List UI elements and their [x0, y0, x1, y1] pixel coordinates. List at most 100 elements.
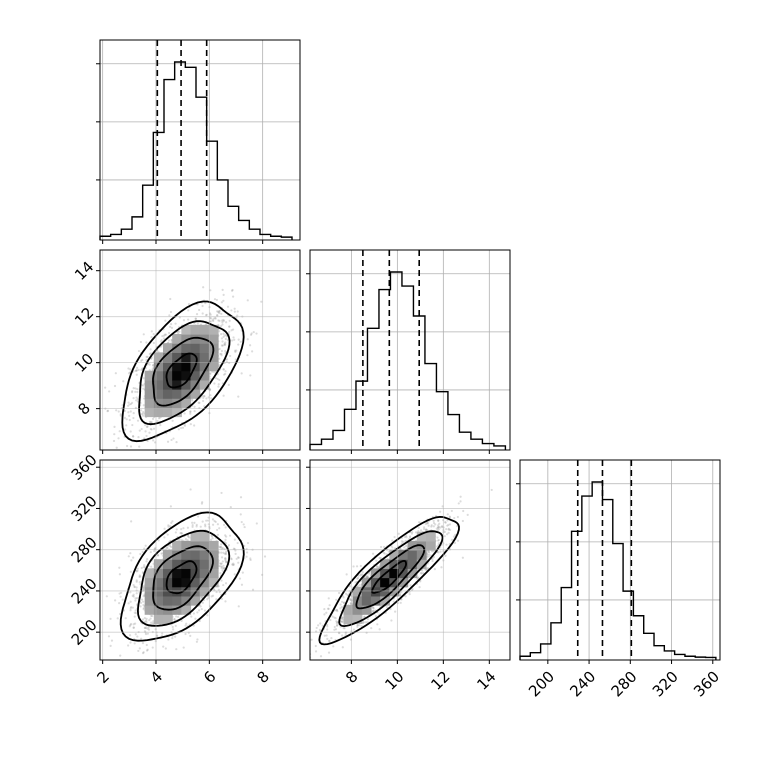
sample-point: [417, 577, 420, 580]
sample-point: [216, 310, 219, 313]
sample-point: [193, 521, 196, 524]
sample-point: [344, 633, 347, 637]
sample-point: [196, 303, 199, 306]
sample-point: [224, 600, 227, 603]
sample-point: [224, 553, 227, 556]
sample-point: [136, 419, 140, 422]
sample-point: [323, 608, 326, 611]
y-tick-label-2-2: 280: [68, 533, 101, 566]
sample-point: [437, 542, 440, 545]
sample-point: [135, 570, 138, 573]
sample-point: [433, 568, 436, 571]
sample-point: [341, 616, 344, 619]
sample-point: [377, 566, 380, 569]
density-cell: [144, 577, 155, 588]
sample-point: [234, 552, 237, 555]
histogram-step-line: [519, 481, 717, 660]
sample-point: [144, 430, 147, 433]
y-tick-label-2-3: 320: [68, 492, 101, 525]
sample-point: [425, 528, 428, 531]
sample-point: [152, 332, 155, 336]
sample-point: [150, 330, 153, 333]
sample-point: [170, 326, 174, 329]
sample-point: [211, 319, 214, 322]
sample-point: [224, 552, 227, 555]
sample-point: [139, 552, 142, 556]
panel-frame: [309, 459, 511, 661]
sample-point: [133, 611, 136, 614]
sample-point: [220, 562, 223, 565]
density-cell: [380, 586, 390, 597]
sample-point: [223, 342, 226, 345]
sample-point: [166, 440, 170, 443]
sample-point: [219, 545, 223, 548]
sample-point: [164, 333, 168, 336]
sample-point: [231, 563, 234, 566]
sample-point: [138, 581, 141, 584]
sample-point: [444, 521, 447, 524]
sample-point: [142, 414, 145, 417]
sample-point: [327, 607, 330, 610]
sample-point: [340, 600, 344, 603]
sample-point: [432, 519, 435, 522]
density-cell: [153, 595, 164, 606]
sample-point: [222, 318, 225, 322]
sample-point: [341, 620, 344, 623]
density-cell: [163, 595, 173, 606]
sample-point: [199, 525, 202, 528]
sample-point: [185, 622, 188, 625]
density-cell: [144, 370, 155, 381]
sample-point: [135, 396, 138, 399]
sample-point: [141, 412, 145, 415]
sample-point: [151, 614, 154, 618]
sample-point: [336, 610, 339, 613]
sample-point: [416, 577, 419, 580]
density-cell: [208, 540, 219, 551]
sample-point: [251, 588, 255, 591]
sample-point: [314, 644, 317, 648]
sample-point: [232, 336, 235, 339]
density-cell: [153, 577, 164, 588]
sample-point: [171, 520, 174, 523]
sample-point: [335, 598, 338, 601]
sample-point: [120, 591, 123, 594]
sample-point: [127, 367, 130, 370]
density-cell: [407, 550, 418, 560]
density-cell: [361, 595, 372, 606]
sample-point: [419, 580, 422, 583]
sample-point: [174, 635, 177, 638]
sample-point: [145, 560, 148, 563]
sample-point: [393, 535, 396, 539]
sample-point: [141, 618, 145, 621]
sample-point: [394, 610, 397, 613]
sample-point: [215, 590, 218, 594]
sample-point: [338, 591, 341, 595]
sample-point: [198, 308, 201, 312]
density-cell: [153, 586, 164, 597]
sample-point: [143, 566, 147, 569]
sample-point: [222, 299, 225, 302]
sample-point: [221, 319, 224, 322]
sample-point: [142, 600, 145, 603]
sample-point: [220, 333, 223, 336]
sample-point: [319, 655, 323, 658]
density-cell: [163, 614, 173, 624]
sample-point: [335, 620, 338, 623]
density-cell: [389, 586, 400, 597]
density-cell: [163, 550, 173, 560]
sample-point: [149, 617, 152, 620]
sample-point: [225, 358, 229, 361]
density-cell: [416, 559, 427, 569]
sample-point: [121, 598, 124, 601]
sample-point: [325, 623, 329, 626]
density-cell: [199, 559, 210, 569]
sample-point: [188, 536, 191, 539]
sample-point: [456, 515, 459, 519]
sample-point: [400, 591, 403, 594]
sample-point: [220, 354, 223, 357]
sample-point: [220, 597, 224, 601]
sample-point: [362, 621, 365, 624]
sample-point: [109, 644, 112, 647]
sample-point: [143, 564, 146, 567]
density-cell: [389, 559, 400, 569]
